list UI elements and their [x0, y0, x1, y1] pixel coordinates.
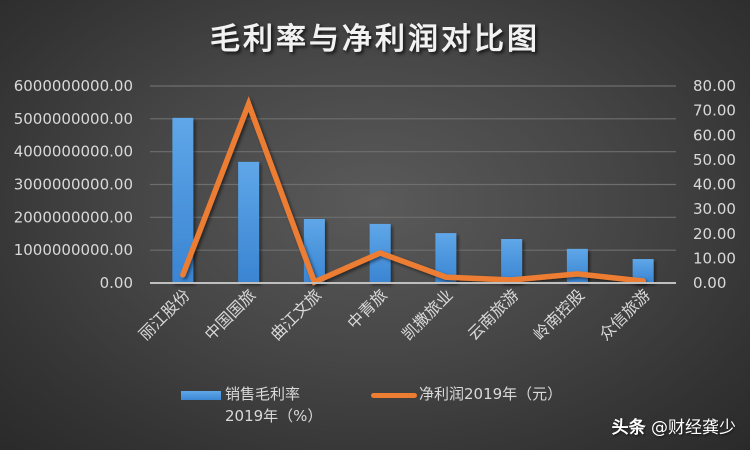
- watermark-brand: 头条: [611, 418, 646, 438]
- category-label: 云南旅游: [464, 285, 523, 344]
- legend: 销售毛利率 2019年（%） 净利润2019年（元）: [181, 383, 601, 433]
- left-tick-label: 2000000000.00: [14, 208, 133, 226]
- category-labels: 丽江股份 中国国旅 曲江文旅 中青旅 凯撒旅业 云南旅游 岭南控股 众信旅游: [135, 285, 654, 344]
- bar[interactable]: [172, 117, 194, 284]
- category-label: 岭南控股: [530, 285, 589, 344]
- bar[interactable]: [501, 239, 523, 283]
- gridlines: [150, 85, 676, 251]
- watermark: 头条 @财经龚少: [612, 413, 736, 438]
- bar-series: [172, 117, 654, 284]
- legend-bar-label-line1: 销售毛利率: [225, 385, 301, 403]
- left-tick-label: 5000000000.00: [14, 110, 133, 128]
- right-tick-label: 70.00: [693, 102, 736, 120]
- legend-bar-label-line2: 2019年（%）: [225, 407, 323, 425]
- category-label: 中国国旅: [201, 285, 260, 344]
- category-label: 丽江股份: [135, 285, 194, 344]
- legend-line-label: 净利润2019年（元）: [419, 385, 563, 403]
- left-tick-label: 4000000000.00: [14, 143, 133, 161]
- bar[interactable]: [303, 218, 325, 283]
- combo-chart: 0.00 1000000000.00 2000000000.00 3000000000…: [14, 77, 736, 344]
- category-label: 曲江文旅: [267, 285, 326, 344]
- right-tick-label: 30.00: [693, 200, 736, 218]
- bar[interactable]: [238, 161, 260, 283]
- right-tick-label: 50.00: [693, 151, 736, 169]
- left-tick-label: 3000000000.00: [14, 176, 133, 194]
- left-axis-ticks: 0.00 1000000000.00 2000000000.00 3000000000…: [14, 77, 133, 292]
- bar[interactable]: [632, 259, 654, 283]
- bar[interactable]: [435, 233, 457, 283]
- right-tick-label: 80.00: [693, 77, 736, 95]
- legend-item-bar[interactable]: 销售毛利率 2019年（%）: [181, 383, 322, 427]
- category-label: 众信旅游: [595, 285, 654, 344]
- bar[interactable]: [566, 248, 588, 283]
- chart-title: 毛利率与净利润对比图: [210, 22, 540, 57]
- left-tick-label: 1000000000.00: [14, 241, 133, 259]
- left-tick-label: 0.00: [100, 274, 133, 292]
- category-label: 中青旅: [344, 285, 391, 332]
- left-tick-label: 6000000000.00: [14, 77, 133, 95]
- line-swatch-icon: [371, 393, 417, 398]
- net-profit-line[interactable]: [180, 96, 646, 286]
- category-label: 凯撒旅业: [398, 285, 457, 344]
- right-tick-label: 40.00: [693, 176, 736, 194]
- legend-item-line[interactable]: 净利润2019年（元）: [371, 383, 562, 405]
- watermark-handle: @财经龚少: [651, 418, 736, 438]
- right-tick-label: 0.00: [693, 274, 726, 292]
- line-series: [180, 96, 646, 286]
- bar-swatch-icon: [181, 391, 221, 400]
- right-tick-label: 60.00: [693, 126, 736, 144]
- right-tick-label: 20.00: [693, 225, 736, 243]
- right-tick-label: 10.00: [693, 249, 736, 267]
- right-axis-ticks: 0.00 10.00 20.00 30.00 40.00 50.00 60.00 70.00 8…: [693, 77, 736, 292]
